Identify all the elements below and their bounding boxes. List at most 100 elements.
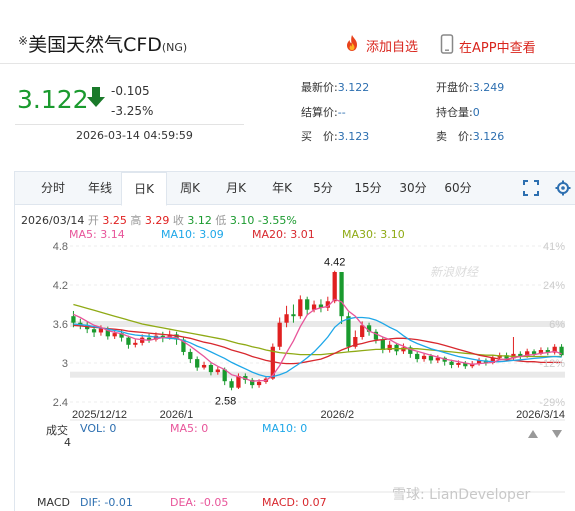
low-annotation: 2.58 bbox=[215, 395, 236, 407]
ma20-line bbox=[73, 324, 562, 365]
candle-body bbox=[366, 325, 372, 332]
candle-body bbox=[490, 357, 495, 363]
candle-body bbox=[325, 301, 330, 308]
change-percent: -3.25% bbox=[111, 104, 154, 118]
fullscreen-icon[interactable] bbox=[523, 180, 539, 200]
y-tick-label: 3.6 bbox=[53, 319, 68, 331]
ma30-line bbox=[73, 303, 562, 358]
candle-body bbox=[518, 353, 523, 357]
candle-body bbox=[394, 344, 399, 352]
pct-tick-label: -29% bbox=[539, 397, 565, 409]
candle-body bbox=[256, 381, 262, 386]
tab-weekly-k[interactable]: 周K bbox=[180, 181, 200, 195]
price-change: -0.105 -3.25% bbox=[111, 81, 153, 121]
x-tick-label: 2026/2 bbox=[320, 409, 354, 421]
y-tick-label: 4.8 bbox=[53, 241, 68, 253]
chart-panel bbox=[14, 171, 575, 511]
watermark-logo: 新浪财经 bbox=[430, 265, 479, 279]
phone-icon bbox=[440, 34, 454, 58]
ma20-label: MA20: 3.01 bbox=[252, 228, 315, 241]
y-tick-label: 4.2 bbox=[53, 280, 68, 292]
tab-yearline[interactable]: 年线 bbox=[87, 181, 112, 195]
volume-axis-max: 4 bbox=[64, 436, 71, 449]
candle-body bbox=[552, 346, 557, 353]
ma5-label: MA5: 3.14 bbox=[69, 228, 125, 241]
tab-yearly-k[interactable]: 年K bbox=[272, 181, 292, 195]
candle-body bbox=[201, 364, 207, 368]
scroll-up-icon[interactable] bbox=[528, 423, 538, 442]
add-watchlist-button[interactable]: 添加自选 bbox=[343, 34, 418, 56]
tab-15min[interactable]: 15分 bbox=[354, 181, 382, 195]
tab-60min[interactable]: 60分 bbox=[444, 181, 472, 195]
candle-body bbox=[449, 361, 454, 365]
macd-label: MACD bbox=[37, 496, 70, 509]
candle-body bbox=[311, 304, 317, 310]
macd-dea: DEA: -0.05 bbox=[170, 496, 229, 509]
tab-intraday[interactable]: 分时 bbox=[40, 181, 65, 195]
macd-dif: DIF: -0.01 bbox=[80, 496, 133, 509]
candle-body bbox=[195, 359, 200, 368]
x-tick-label: 2026/1 bbox=[160, 409, 194, 421]
candle-body bbox=[408, 347, 413, 354]
page-title: ※美国天然气CFD(NG) bbox=[18, 34, 188, 56]
candle-body bbox=[538, 350, 544, 354]
down-arrow-icon bbox=[86, 86, 106, 112]
tab-30min[interactable]: 30分 bbox=[399, 181, 427, 195]
high-annotation: 4.42 bbox=[324, 257, 345, 269]
pct-tick-label: -12% bbox=[539, 358, 565, 370]
quote-field-open-interest: 持仓量:0 bbox=[436, 106, 480, 119]
ma30-label: MA30: 3.10 bbox=[342, 228, 405, 241]
macd-value: MACD: 0.07 bbox=[262, 496, 327, 509]
candle-body bbox=[415, 353, 420, 360]
quote-field-settle: 结算价:-- bbox=[301, 106, 346, 119]
candle-body bbox=[71, 316, 76, 323]
candle-body bbox=[476, 360, 482, 364]
candle-body bbox=[332, 272, 337, 302]
volume-label: 成交 bbox=[46, 424, 68, 437]
tab-monthly-k[interactable]: 月K bbox=[226, 181, 246, 195]
candle-body bbox=[208, 364, 214, 373]
quote-field-latest: 最新价:3.122 bbox=[301, 81, 370, 94]
candle-body bbox=[353, 337, 358, 347]
candle-body bbox=[428, 355, 434, 361]
tab-5min[interactable]: 5分 bbox=[313, 181, 333, 195]
candle-body bbox=[339, 272, 344, 317]
candle-body bbox=[305, 299, 310, 310]
candle-body bbox=[545, 350, 550, 353]
last-price: 3.122 bbox=[17, 85, 89, 114]
candle-body bbox=[463, 363, 468, 367]
tab-daily-k[interactable]: 日K bbox=[121, 172, 167, 206]
pct-tick-label: 41% bbox=[543, 241, 565, 253]
candle-body bbox=[373, 331, 379, 340]
candle-body bbox=[531, 351, 537, 354]
candle-body bbox=[277, 322, 282, 347]
candle-body bbox=[119, 333, 124, 338]
quote-field-ask: 卖 价:3.126 bbox=[436, 130, 505, 143]
ma10-label: MA10: 3.09 bbox=[161, 228, 224, 241]
ma10-line bbox=[73, 316, 562, 378]
y-tick-label: 3 bbox=[62, 358, 68, 370]
y-tick-label: 2.4 bbox=[53, 397, 68, 409]
candle-body bbox=[421, 355, 427, 360]
settings-icon[interactable] bbox=[555, 180, 571, 200]
candle-body bbox=[360, 325, 365, 337]
quote-timestamp: 2026-03-14 04:59:59 bbox=[76, 129, 193, 142]
x-tick-label: 2025/12/12 bbox=[72, 409, 127, 421]
candle-body bbox=[222, 369, 227, 382]
candle-body bbox=[229, 381, 234, 388]
period-tabs: 分时 年线 日K 周K 月K 年K 5分 15分 30分 60分 bbox=[15, 172, 575, 206]
volume-ma5: MA5: 0 bbox=[170, 422, 209, 435]
open-in-app-button[interactable]: 在APP中查看 bbox=[440, 34, 536, 58]
candle-body bbox=[435, 357, 440, 361]
candle-body bbox=[270, 346, 275, 379]
reference-band bbox=[70, 321, 565, 327]
scroll-down-icon[interactable] bbox=[552, 423, 562, 442]
candle-body bbox=[346, 316, 351, 347]
candle-body bbox=[298, 299, 303, 317]
header: ※美国天然气CFD(NG) 添加自选 在APP中查看 bbox=[0, 0, 575, 64]
candle-body bbox=[291, 314, 296, 317]
candle-body bbox=[133, 342, 138, 345]
candle-body bbox=[456, 363, 461, 365]
instrument-code: (NG) bbox=[161, 41, 188, 54]
